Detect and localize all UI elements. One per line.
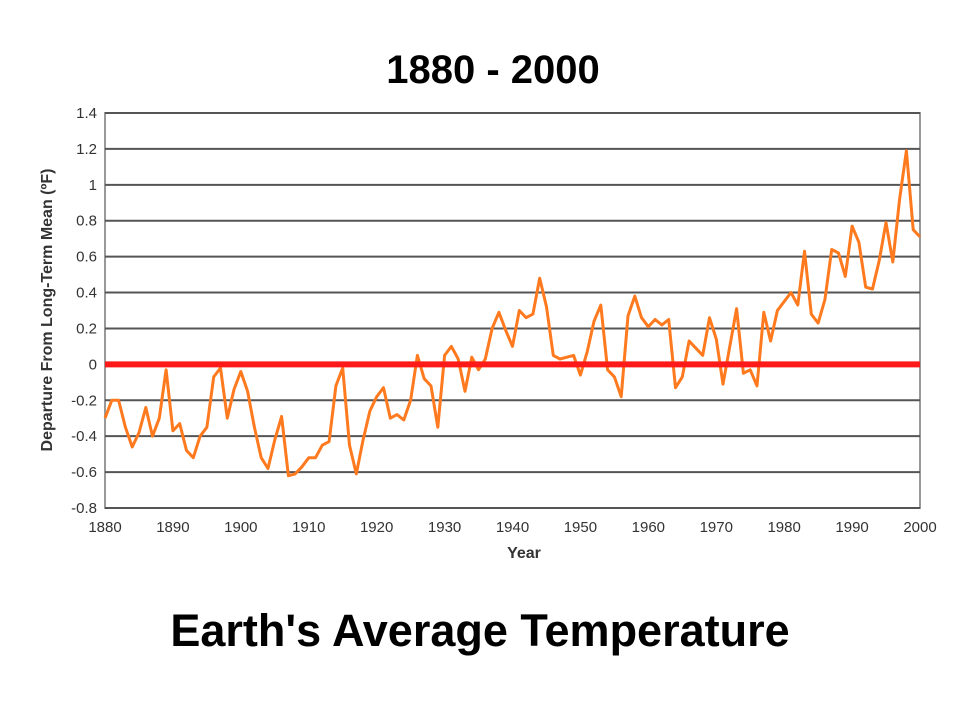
x-tick-labels: 1880 1890 1900 1910 1920 1930 1940 1950 1960 1970… [88, 519, 936, 536]
x-tick-label: 1920 [360, 519, 393, 536]
x-tick-label: 1890 [156, 519, 189, 536]
y-tick-label: 0 [89, 356, 97, 373]
temperature-series-line [103, 149, 922, 478]
x-axis-label: Year [507, 545, 541, 562]
y-tick-label: -0.8 [71, 500, 97, 517]
x-tick-label: 1980 [767, 519, 800, 536]
x-tick-label: 1910 [292, 519, 325, 536]
y-tick-label: -0.4 [71, 428, 97, 445]
y-tick-label: 1.2 [76, 141, 97, 158]
x-tick-label: 1990 [835, 519, 868, 536]
x-tick-label: 1940 [496, 519, 529, 536]
x-tick-label: 1900 [224, 519, 257, 536]
chart-title: 1880 - 2000 [386, 48, 600, 92]
y-tick-label: 0.2 [76, 320, 97, 337]
y-tick-label: 1 [89, 177, 97, 194]
x-tick-label: 1950 [564, 519, 597, 536]
y-tick-label: 0.6 [76, 249, 97, 266]
gridlines [105, 112, 920, 509]
y-tick-label: 0.4 [76, 285, 97, 302]
x-tick-label: 1930 [428, 519, 461, 536]
y-tick-label: -0.2 [71, 392, 97, 409]
x-tick-label: 1970 [700, 519, 733, 536]
x-tick-label: 2000 [903, 519, 936, 536]
y-tick-label: 0.8 [76, 213, 97, 230]
y-axis-label: Departure From Long-Term Mean (ºF) [39, 169, 56, 452]
y-tick-label: -0.6 [71, 464, 97, 481]
plot-area [104, 112, 921, 509]
chart-subtitle: Earth's Average Temperature [170, 605, 790, 656]
y-tick-label: 1.4 [76, 105, 97, 122]
x-tick-label: 1960 [632, 519, 665, 536]
x-tick-label: 1880 [88, 519, 121, 536]
y-tick-labels: 1.4 1.2 1 0.8 0.6 0.4 0.2 0 -0.2 -0.4 -0.6 -0.8 [71, 105, 97, 517]
